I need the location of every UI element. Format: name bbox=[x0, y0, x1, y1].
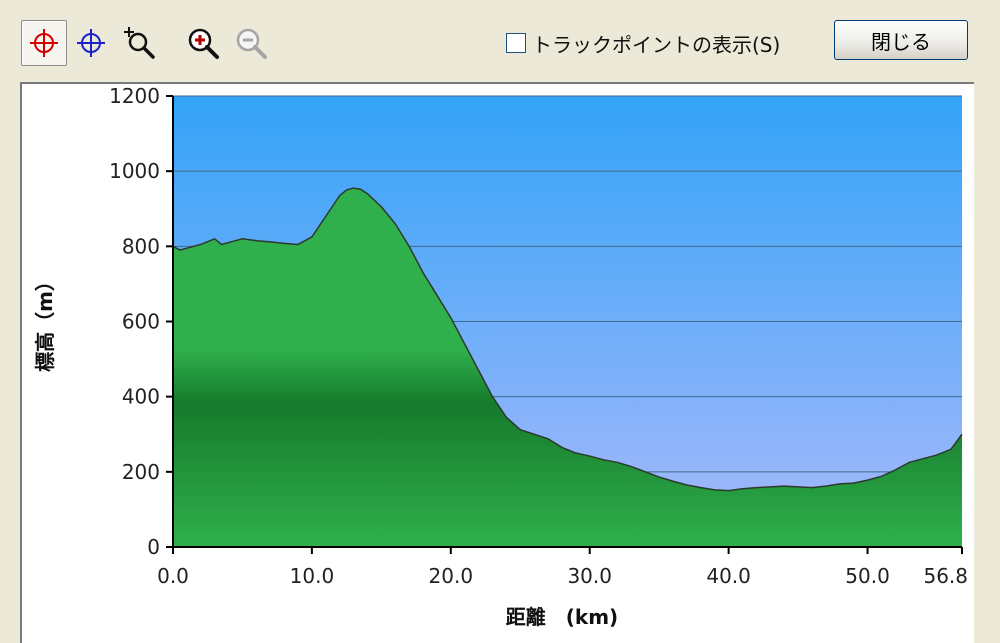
x-tick-label: 50.0 bbox=[845, 564, 890, 588]
toolbar: トラックポイントの表示(S) 閉じる bbox=[0, 0, 1000, 82]
y-tick-labels: 0 200 400 600 800 1000 1200 bbox=[109, 84, 160, 559]
x-tick-labels: 0.0 10.0 20.0 30.0 40.0 50.0 56.8 bbox=[157, 564, 968, 588]
trackpoint-checkbox[interactable] bbox=[506, 33, 526, 53]
crosshair-red-icon bbox=[30, 29, 58, 57]
y-tick-label: 1200 bbox=[109, 84, 160, 108]
y-axis-title: 標高（m） bbox=[33, 271, 57, 372]
elevation-chart: 0 200 400 600 800 1000 1200 0.0 10.0 20.0 30.0 40.… bbox=[33, 84, 968, 629]
x-tick-label: 56.8 bbox=[923, 564, 968, 588]
elevation-area bbox=[173, 188, 962, 547]
zoom-in-button[interactable] bbox=[180, 20, 226, 66]
elevation-line bbox=[172, 187, 963, 492]
y-tick-label: 0 bbox=[147, 535, 160, 559]
x-tick-label: 10.0 bbox=[290, 564, 335, 588]
y-tick-label: 800 bbox=[122, 234, 160, 258]
x-axis-title: 距離 (km) bbox=[506, 605, 618, 629]
y-tick-label: 200 bbox=[122, 460, 160, 484]
zoom-out-icon bbox=[236, 28, 267, 59]
y-tick-label: 600 bbox=[122, 310, 160, 334]
zoom-in-icon bbox=[188, 28, 219, 59]
x-tick-label: 30.0 bbox=[567, 564, 612, 588]
x-tick-label: 40.0 bbox=[706, 564, 751, 588]
zoom-out-button[interactable] bbox=[228, 20, 274, 66]
close-button[interactable]: 閉じる bbox=[834, 20, 968, 60]
close-button-label: 閉じる bbox=[871, 29, 931, 54]
crosshair-red-button[interactable] bbox=[21, 20, 67, 66]
chart-panel: 0 200 400 600 800 1000 1200 0.0 10.0 20.0 30.0 40.… bbox=[20, 82, 974, 643]
trackpoint-label: トラックポイントの表示(S) bbox=[532, 32, 781, 57]
x-tick-label: 0.0 bbox=[157, 564, 189, 588]
crosshair-blue-icon bbox=[77, 29, 105, 57]
crosshair-blue-button[interactable] bbox=[68, 20, 114, 66]
y-tick-label: 1000 bbox=[109, 159, 160, 183]
zoom-reset-button[interactable] bbox=[116, 20, 162, 66]
x-tick-label: 20.0 bbox=[429, 564, 474, 588]
axes bbox=[166, 95, 963, 554]
y-tick-label: 400 bbox=[122, 385, 160, 409]
trackpoint-toggle[interactable]: トラックポイントの表示(S) bbox=[506, 28, 780, 58]
zoom-reset-icon bbox=[124, 27, 155, 59]
